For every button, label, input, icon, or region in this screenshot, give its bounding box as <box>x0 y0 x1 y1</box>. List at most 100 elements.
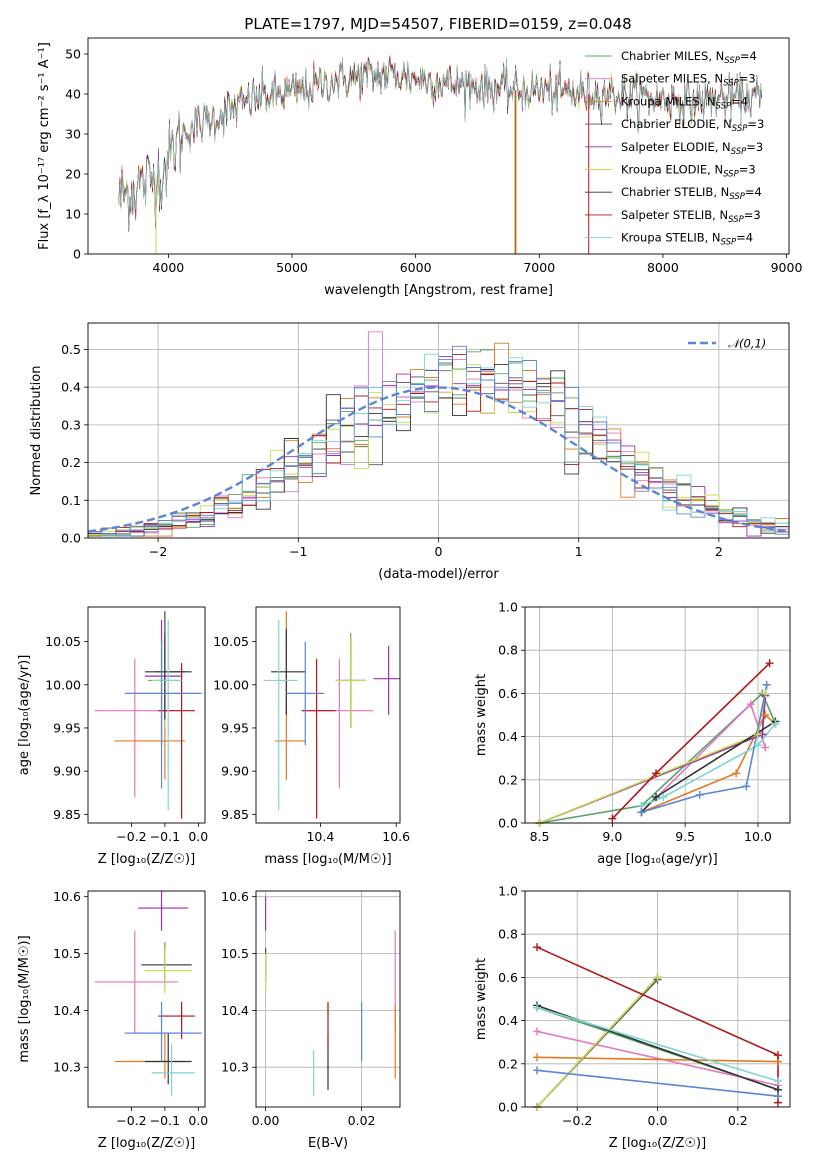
y-tick-label: 10.6 <box>221 889 249 904</box>
x-axis-label: Z [log₁₀(Z/Z☉)] <box>98 1136 195 1151</box>
plus-marker <box>762 680 771 689</box>
mass-weight-line <box>536 1006 779 1082</box>
y-tick-label: 9.95 <box>53 720 81 735</box>
plus-marker <box>761 743 770 752</box>
legend-label-text: Kroupa MILES, N <box>621 94 716 108</box>
y-tick-label: 10.5 <box>221 946 249 961</box>
axes-frame <box>255 890 401 1108</box>
axes-frame <box>87 37 790 255</box>
x-tick-label: 9.0 <box>602 829 622 844</box>
panel-residuals: −2 −1 0 1 2 0.0 0.1 0.2 0.3 0.4 0.5 (data-model)/er… <box>29 322 790 582</box>
legend-label-text: Chabrier MILES, N <box>621 49 724 63</box>
axes-frame <box>87 322 790 539</box>
legend-label-sub: SSP <box>731 147 747 157</box>
error-point <box>124 1001 202 1062</box>
x-tick-label: 7000 <box>523 260 555 275</box>
axes-frame <box>87 890 206 1108</box>
y-tick-label: 0.6 <box>498 686 518 701</box>
plus-marker <box>653 973 662 982</box>
plus-marker <box>533 1027 542 1036</box>
y-tick-label: 0.0 <box>498 1100 518 1115</box>
y-axis-label: Flux [f_λ 10⁻¹⁷ erg cm⁻² s⁻¹ A⁻¹] <box>37 42 52 250</box>
panel-mass-weight-vs-Z: −0.2 0.0 0.2 0.0 0.2 0.4 0.6 0.8 1.0 Z [log₁₀(Z/Z… <box>474 884 791 1151</box>
error-point <box>94 930 179 1034</box>
error-point <box>271 628 306 715</box>
y-tick-label: 10.00 <box>213 677 249 692</box>
legend-label-text: Kroupa ELODIE, N <box>621 163 723 177</box>
axes-frame <box>524 606 791 824</box>
plus-marker <box>753 741 762 750</box>
x-tick-label: 0.00 <box>252 1113 280 1128</box>
y-tick-label: 0.4 <box>498 1013 518 1028</box>
error-point <box>114 1033 185 1079</box>
plus-marker <box>695 790 704 799</box>
y-tick-label: 0.1 <box>61 493 81 508</box>
panel-age-vs-mass: 10.4 10.6 9.85 9.90 9.95 10.00 10.05 mass [log₁… <box>213 606 410 867</box>
plot-area <box>263 611 400 819</box>
spectrum-line <box>118 56 763 228</box>
legend-label-sub: SSP <box>724 56 740 66</box>
mass-weight-line <box>539 692 777 823</box>
axes-frame <box>87 606 206 824</box>
legend-label: Chabrier STELIB, NSSP=4 <box>621 185 762 202</box>
error-point <box>301 658 336 819</box>
plus-marker <box>773 1092 782 1101</box>
plus-marker <box>746 700 755 709</box>
legend-label-sub: SSP <box>728 215 744 225</box>
legend-label-eq: =4 <box>740 49 757 63</box>
y-tick-label: 10.6 <box>53 889 81 904</box>
y-axis-label: mass weight <box>474 958 489 1040</box>
x-axis-label: age [log₁₀(age/yr)] <box>597 852 718 867</box>
x-tick-label: −2 <box>149 544 167 559</box>
panel-spectrum: 4000 5000 6000 7000 8000 9000 0 10 20 30 40 50 wavel… <box>37 37 803 298</box>
legend-label-text: Salpeter MILES, N <box>621 72 723 86</box>
legend-label-eq: =4 <box>745 185 762 199</box>
y-tick-label: 30 <box>65 127 81 142</box>
x-tick-label: 0.2 <box>728 1113 748 1128</box>
x-tick-label: 9000 <box>771 260 803 275</box>
legend-label: 𝒩(0,1) <box>728 337 766 351</box>
histogram-series <box>88 345 789 538</box>
plus-marker <box>533 1066 542 1075</box>
plus-marker <box>533 943 542 952</box>
y-axis-label: mass [log₁₀(M/M☉)] <box>17 935 32 1062</box>
y-tick-label: 0.6 <box>498 970 518 985</box>
x-tick-label: 9.5 <box>675 829 695 844</box>
legend-label-eq: =3 <box>747 117 764 131</box>
legend-label-sub: SSP <box>723 170 739 180</box>
error-point <box>138 891 189 931</box>
legend-label-eq: =3 <box>739 72 756 86</box>
legend-label: Kroupa ELODIE, NSSP=3 <box>621 163 756 180</box>
y-tick-label: 40 <box>65 87 81 102</box>
legend-label: Salpeter STELIB, NSSP=3 <box>621 208 761 225</box>
error-point <box>301 658 374 789</box>
plus-marker <box>659 793 668 802</box>
legend-label: Chabrier MILES, NSSP=4 <box>621 49 757 66</box>
x-tick-label: 0.02 <box>348 1113 376 1128</box>
legend-label-text: Chabrier ELODIE, N <box>621 117 732 131</box>
legend-label-text: Salpeter ELODIE, N <box>621 140 731 154</box>
x-tick-label: 10.4 <box>306 829 334 844</box>
legend-label: Chabrier ELODIE, NSSP=3 <box>621 117 764 134</box>
plus-marker <box>761 689 770 698</box>
x-tick-label: −0.1 <box>150 1113 180 1128</box>
legend-label-sub: SSP <box>721 238 737 248</box>
x-tick-label: 0.0 <box>188 829 208 844</box>
error-point <box>144 619 182 746</box>
y-tick-label: 0.8 <box>498 927 518 942</box>
x-tick-label: 5000 <box>276 260 308 275</box>
x-tick-label: 6000 <box>400 260 432 275</box>
plus-marker <box>608 814 617 823</box>
y-tick-label: 50 <box>65 47 81 62</box>
y-tick-label: 1.0 <box>498 600 518 615</box>
y-tick-label: 0.4 <box>61 380 81 395</box>
legend-label-sub: SSP <box>716 101 732 111</box>
plus-marker <box>637 808 646 817</box>
legend-label: Kroupa STELIB, NSSP=4 <box>621 231 753 248</box>
plus-marker <box>742 782 751 791</box>
mass-weight-line <box>536 976 659 1107</box>
legend-label: Salpeter MILES, NSSP=3 <box>621 72 756 89</box>
error-point <box>144 1033 192 1085</box>
